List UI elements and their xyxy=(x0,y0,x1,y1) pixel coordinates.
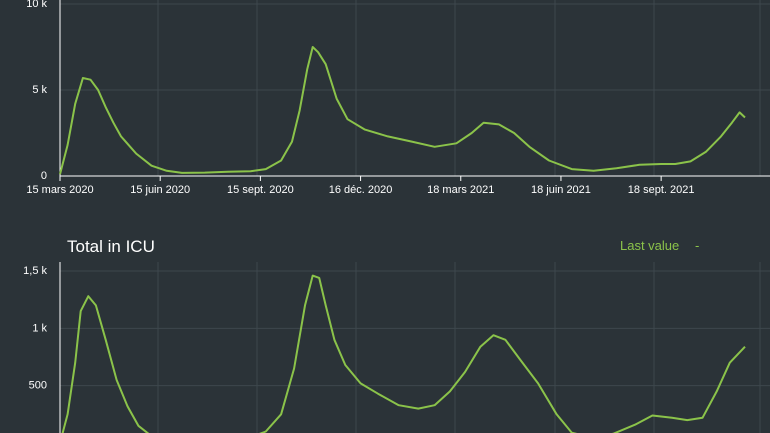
x-tick-label: 16 déc. 2020 xyxy=(329,184,393,196)
chart-2-y-ticks: 500 1 k 1,5 k xyxy=(23,265,47,392)
x-tick-label: 18 sept. 2021 xyxy=(628,184,695,196)
x-tick-label: 15 juin 2020 xyxy=(130,184,190,196)
chart-1-x-ticks: 15 mars 2020 15 juin 2020 15 sept. 2020 16 … xyxy=(26,176,694,196)
chart-2-last-value: - xyxy=(695,238,699,253)
y-tick-label: 10 k xyxy=(26,0,47,10)
chart-2-gridlines xyxy=(60,262,770,433)
x-tick-label: 18 juin 2021 xyxy=(531,184,591,196)
x-tick-label: 18 mars 2021 xyxy=(427,184,494,196)
chart-1: 0 5 k 10 k 15 mars 2020 15 juin 2020 15 sept… xyxy=(26,0,770,196)
chart-2-last-value-label: Last value xyxy=(620,238,679,253)
x-tick-label: 15 mars 2020 xyxy=(26,184,93,196)
chart-2-title: Total in ICU xyxy=(67,237,155,256)
chart-1-y-ticks: 0 5 k 10 k xyxy=(26,0,47,182)
chart-2: Total in ICU Last value - 500 1 k 1,5 k xyxy=(23,237,770,433)
x-tick-label: 15 sept. 2020 xyxy=(227,184,294,196)
y-tick-label: 5 k xyxy=(32,84,47,96)
chart-2-series-line xyxy=(61,274,746,433)
chart-1-gridlines xyxy=(60,0,770,176)
y-tick-label: 1,5 k xyxy=(23,265,47,277)
y-tick-label: 500 xyxy=(29,380,47,392)
y-tick-label: 0 xyxy=(41,170,47,182)
chart-1-series-line xyxy=(59,46,746,175)
y-tick-label: 1 k xyxy=(32,322,47,334)
